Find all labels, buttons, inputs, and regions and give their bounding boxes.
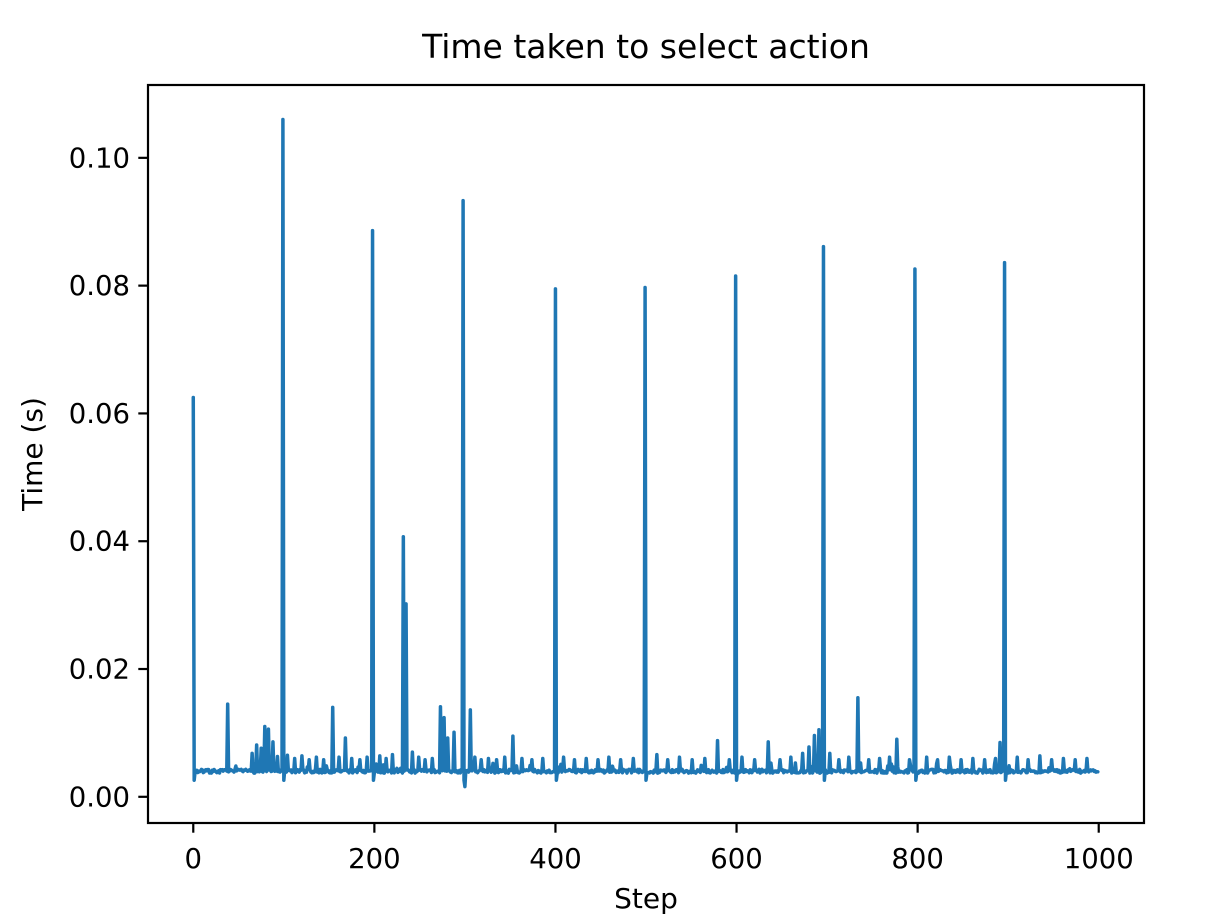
x-tick-label: 600	[710, 843, 763, 875]
y-axis-label: Time (s)	[16, 397, 49, 512]
axes-group: 0 200 400 600 800 1000 0.00 0.02 0.04 0.06 0.08 0.1…	[69, 83, 1146, 875]
chart-title: Time taken to select action	[421, 27, 870, 66]
y-tick-label: 0.00	[69, 781, 130, 813]
y-tick-label: 0.10	[69, 142, 130, 174]
x-tick-label: 0	[185, 843, 203, 875]
axis-frame	[146, 83, 1146, 825]
data-line-group	[191, 117, 1100, 789]
y-tick-label: 0.08	[69, 270, 130, 302]
x-tick-label: 400	[529, 843, 582, 875]
y-tick-label: 0.04	[69, 526, 130, 558]
x-tick-label: 800	[891, 843, 944, 875]
y-tick-label: 0.02	[69, 654, 130, 686]
y-tick-label: 0.06	[69, 398, 130, 430]
x-tick-label: 1000	[1064, 843, 1134, 875]
time-series-line	[191, 117, 1100, 789]
x-axis-label: Step	[614, 882, 678, 915]
x-tick-label: 200	[348, 843, 401, 875]
